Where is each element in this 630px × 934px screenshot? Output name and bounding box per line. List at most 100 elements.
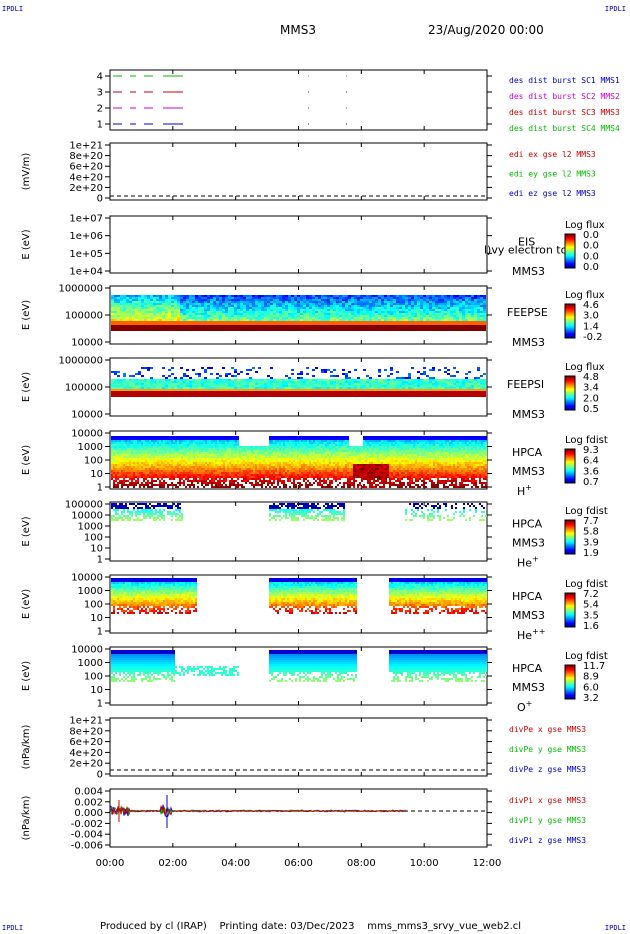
spectrogram-cell [153,470,155,472]
spectrogram-cell [207,305,210,307]
spectrogram-cell [297,387,300,389]
spectrogram-cell [213,383,216,385]
spectrogram-cell [378,297,381,299]
spectrogram-cell [144,387,147,389]
spectrogram-cell [423,387,426,389]
spectrogram-cell [199,462,201,464]
spectrogram-cell [408,305,411,307]
spectrogram-cell [198,299,201,301]
spectrogram-cell [423,381,426,383]
spectrogram-cell [195,474,197,476]
spectrogram-cell [159,313,162,315]
spectrogram-cell [237,313,240,315]
spectrogram-cell [357,389,360,391]
spectrogram-cell [285,381,288,383]
spectrogram-cell [330,393,333,395]
spectrogram-cell [127,474,129,476]
spectrogram-cell [144,307,147,309]
spectrogram-cell [111,387,114,389]
spectrogram-cell [273,395,276,397]
spectrogram-cell [192,389,195,391]
spectrogram-cell [153,317,156,319]
spectrogram-cell [135,385,138,387]
spectrogram-cell [348,313,351,315]
spectrogram-cell [420,381,423,383]
spectrogram-cell [285,391,288,393]
spectrogram-cell [185,466,187,468]
spectrogram-cell [125,470,127,472]
spectrogram-cell [432,385,435,387]
spectrogram-cell [156,319,159,321]
spectrogram-cell [453,389,456,391]
spectrogram-cell [369,321,372,323]
spectrogram-cell [198,385,201,387]
ytick-label: 10 [90,469,103,480]
spectrogram-cell [291,311,294,313]
spectrogram-cell [191,438,193,440]
spectrogram-cell [129,389,132,391]
spectrogram-cell [144,381,147,383]
spectrogram-cell [435,297,438,299]
spectrogram-cell [390,369,393,371]
spectrogram-cell [279,325,282,327]
spectrogram-cell [435,391,438,393]
spectrogram-cell [126,311,129,313]
spectrogram-cell [474,305,477,307]
spectrogram-cell [171,315,174,317]
spectrogram-cell [120,303,123,305]
spectrogram-cell [177,444,179,446]
spectrogram-cell [273,329,276,331]
ytick-label: 3 [97,88,103,99]
spectrogram-cell [378,369,381,371]
spectrogram-cell [119,448,121,450]
spectrogram-cell [114,325,117,327]
spectrogram-cell [177,315,180,317]
spectrogram-cell [285,319,288,321]
spectrogram-cell [159,440,161,442]
spectrogram-cell [240,305,243,307]
spectrogram-cell [177,379,180,381]
spectrogram-cell [294,321,297,323]
spectrogram-cell [181,454,183,456]
spectrogram-cell [193,464,195,466]
spectrogram-cell [197,446,199,448]
ylabel-eis: E (eV) [21,229,32,259]
spectrogram-cell [126,309,129,311]
spectrogram-cell [207,385,210,387]
ytick-label: 10000 [71,338,103,349]
spectrogram-cell [145,478,147,480]
spectrogram-cell [157,460,159,462]
spectrogram-cell [393,313,396,315]
spectrogram-cell [267,301,270,303]
spectrogram-cell [309,321,312,323]
spectrogram-cell [162,299,165,301]
spectrogram-cell [222,381,225,383]
spectrogram-cell [165,444,167,446]
spectrogram-cell [115,444,117,446]
spectrogram-cell [261,319,264,321]
spectrogram-cell [173,438,175,440]
spectrogram-cell [204,379,207,381]
spectrogram-cell [137,464,139,466]
spectrogram-cell [121,476,123,478]
spectrogram-cell [336,307,339,309]
spectrogram-cell [282,391,285,393]
spectrogram-cell [234,323,237,325]
spectrogram-cell [163,438,165,440]
spectrogram-cell [276,395,279,397]
spectrogram-cell [187,452,189,454]
spectrogram-cell [264,323,267,325]
spectrogram-cell [267,305,270,307]
spectrogram-cell [234,371,237,373]
spectrogram-cell [387,313,390,315]
spectrogram-cell [162,305,165,307]
spectrogram-cell [426,385,429,387]
spectrogram-cell [381,307,384,309]
spectrogram-cell [435,311,438,313]
spectrogram-cell [351,309,354,311]
spectrogram-cell [177,456,179,458]
spectrogram-cell [306,329,309,331]
spectrogram-cell [186,327,189,329]
spectrogram-cell [189,387,192,389]
spectrogram-cell [127,456,129,458]
